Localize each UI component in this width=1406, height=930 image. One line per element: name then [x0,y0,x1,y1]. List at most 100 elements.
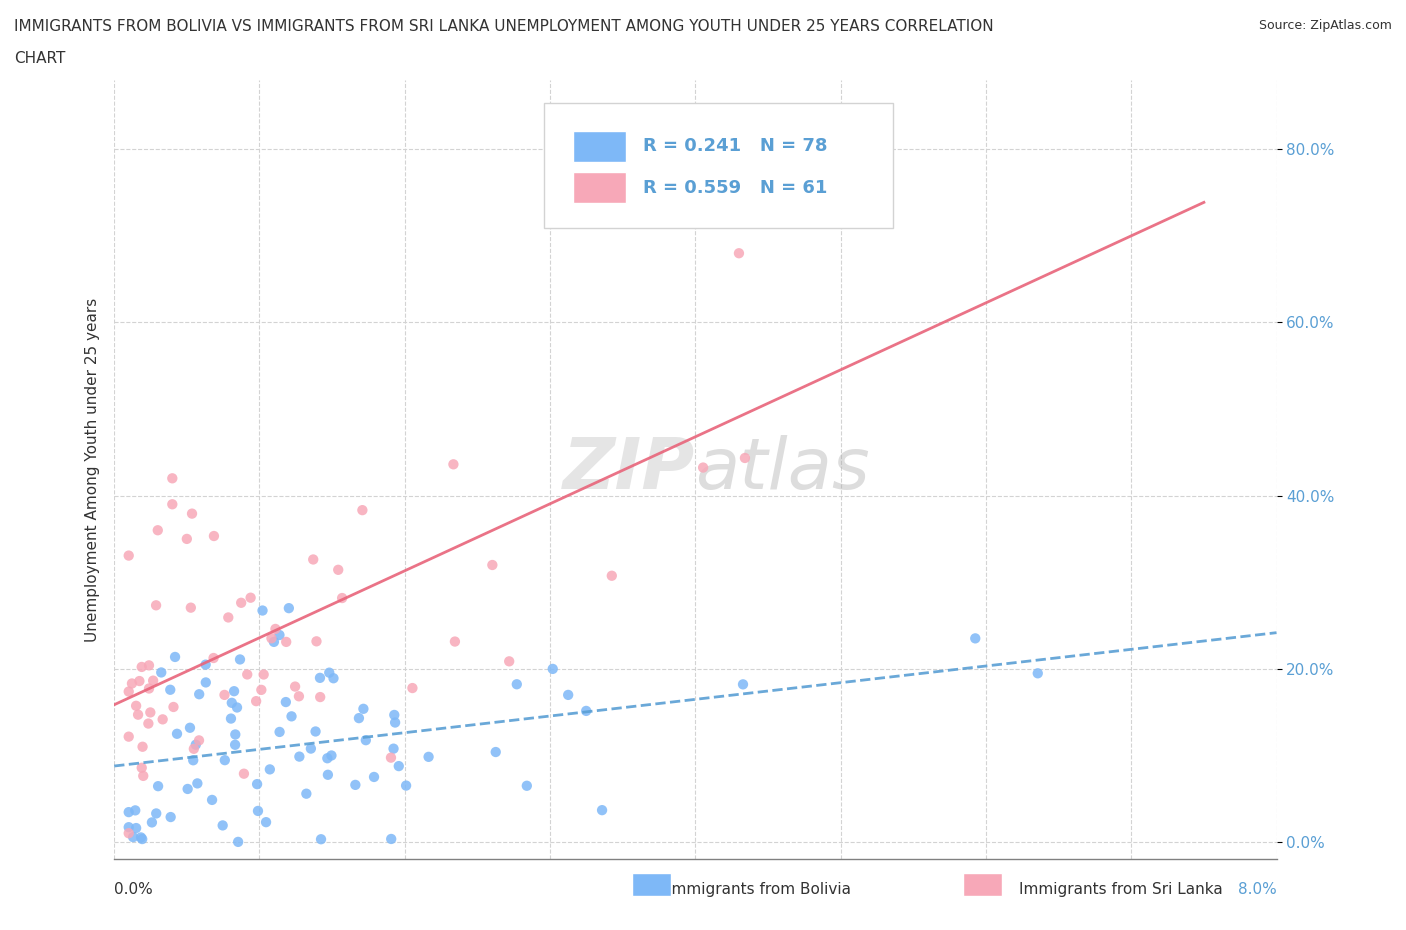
Point [284,679,307,694]
Point [276,634,298,649]
Point [128,673,150,688]
Point [288,689,311,704]
Point [141,815,163,830]
Point [211,818,233,833]
Point [299,741,322,756]
Point [188,733,211,748]
FancyBboxPatch shape [574,131,626,162]
Point [229,652,252,667]
Point [254,815,277,830]
Point [263,634,285,649]
Point [224,727,246,742]
Point [131,659,153,674]
Point [181,752,204,767]
Point [728,246,751,260]
Point [304,724,326,739]
Point [159,810,181,825]
Point [138,681,160,696]
Point [214,752,236,767]
Point [302,552,325,567]
Point [219,711,242,726]
Point [322,671,344,685]
Point [731,677,754,692]
Point [441,457,464,472]
Point [162,497,184,512]
Point [125,698,148,713]
Point [382,741,405,756]
Point [245,694,267,709]
Point [1026,666,1049,681]
Point [352,701,374,716]
Point [498,654,520,669]
Point [516,778,538,793]
Point [354,733,377,748]
Point [202,651,225,666]
Point [232,766,254,781]
Point [444,634,467,649]
Point [146,778,169,793]
Point [122,830,145,844]
Point [222,684,245,698]
Point [162,471,184,485]
Text: IMMIGRANTS FROM BOLIVIA VS IMMIGRANTS FROM SRI LANKA UNEMPLOYMENT AMONG YOUTH UN: IMMIGRANTS FROM BOLIVIA VS IMMIGRANTS FR… [14,19,994,33]
Point [131,739,153,754]
Text: CHART: CHART [14,51,66,66]
Point [214,687,236,702]
Point [181,506,204,521]
Point [591,803,613,817]
Text: R = 0.559   N = 61: R = 0.559 N = 61 [643,179,828,196]
FancyBboxPatch shape [544,103,893,228]
Y-axis label: Unemployment Among Youth under 25 years: Unemployment Among Youth under 25 years [86,298,100,642]
Point [121,676,143,691]
Point [231,595,253,610]
Point [129,830,152,844]
Point [734,450,756,465]
Point [236,667,259,682]
Point [252,603,274,618]
Point [131,761,153,776]
Point [184,737,207,752]
Point [328,563,350,578]
Point [118,684,141,699]
Point [330,591,353,605]
Point [176,531,198,546]
Point [316,767,339,782]
Point [165,649,187,664]
Text: R = 0.241   N = 78: R = 0.241 N = 78 [643,138,828,155]
Point [166,726,188,741]
Point [250,683,273,698]
Point [305,634,328,649]
Point [557,687,579,702]
Point [186,776,208,790]
Point [965,631,987,645]
Point [246,777,269,791]
Point [142,673,165,688]
Text: 8.0%: 8.0% [1237,883,1277,897]
Point [506,677,529,692]
Point [388,759,411,774]
Point [253,667,276,682]
Point [179,721,201,736]
Text: Immigrants from Bolivia: Immigrants from Bolivia [668,883,851,897]
Point [380,831,402,846]
Point [127,707,149,722]
Point [226,834,249,849]
Point [541,661,564,676]
FancyBboxPatch shape [574,172,626,203]
Point [418,750,440,764]
Point [309,831,332,846]
Point [146,523,169,538]
Point [269,724,291,739]
Point [380,751,402,765]
Point [401,681,423,696]
Point [280,709,302,724]
Point [309,690,332,705]
Point [352,503,374,518]
Text: Immigrants from Sri Lanka: Immigrants from Sri Lanka [1019,883,1222,897]
Point [118,729,141,744]
Point [384,715,406,730]
Point [183,741,205,756]
Point [575,703,598,718]
Point [201,792,224,807]
Point [118,826,141,841]
